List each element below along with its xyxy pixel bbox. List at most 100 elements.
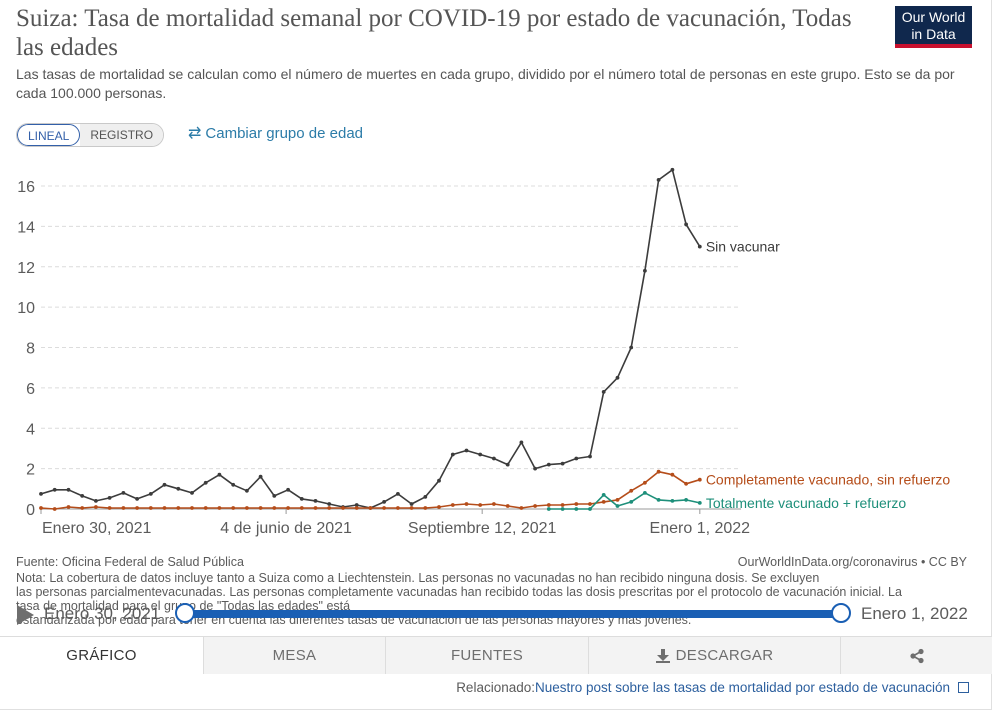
related-link-row: Relacionado: Nuestro post sobre las tasa… <box>456 680 969 695</box>
data-point <box>629 345 634 350</box>
play-icon[interactable] <box>17 605 34 625</box>
download-icon <box>655 648 670 663</box>
data-point <box>519 440 524 445</box>
external-link-icon[interactable] <box>958 682 969 693</box>
data-point <box>52 507 57 511</box>
y-tick-label: 16 <box>17 179 35 196</box>
data-point <box>697 477 702 482</box>
data-point <box>52 487 57 492</box>
data-point <box>450 503 455 507</box>
chart-subtitle: Las tasas de mortalidad se calculan como… <box>16 66 955 101</box>
data-point <box>574 502 579 506</box>
data-point <box>327 502 332 506</box>
data-point <box>519 506 524 510</box>
data-point <box>245 488 249 493</box>
data-point <box>354 506 359 510</box>
owid-logo[interactable]: Our World in Data <box>895 6 972 48</box>
data-point <box>533 504 537 508</box>
data-point <box>643 491 647 495</box>
timeline-start-handle[interactable] <box>175 603 195 623</box>
tab-share[interactable] <box>840 637 992 674</box>
y-tick-label: 10 <box>17 300 35 317</box>
y-axis: 0 2 4 6 8 10 12 14 16 <box>17 179 35 519</box>
source-text: Fuente: Oficina Federal de Salud Pública <box>16 555 244 569</box>
data-point <box>601 390 606 394</box>
data-point <box>135 506 140 510</box>
y-tick-label: 4 <box>26 421 35 438</box>
data-point <box>327 506 332 510</box>
data-point <box>684 481 688 486</box>
data-point <box>546 503 551 507</box>
x-tick-label: Septiembre 12, 2021 <box>408 520 557 537</box>
timeline-end-handle[interactable] <box>831 603 851 623</box>
data-point <box>409 506 414 510</box>
series-line <box>40 470 701 510</box>
data-point <box>656 498 661 502</box>
data-point <box>231 482 236 487</box>
data-point <box>135 497 140 501</box>
data-point <box>286 506 290 510</box>
data-point <box>588 502 592 506</box>
data-point <box>601 493 606 497</box>
data-point <box>176 506 181 510</box>
data-point <box>313 506 318 510</box>
data-point <box>478 503 483 507</box>
timeline-start-label: Enero 30, 2021 <box>44 604 161 623</box>
data-point <box>313 499 318 503</box>
series-label: Completamente vacunado, sin refuerzo <box>706 472 951 488</box>
data-point <box>94 499 98 503</box>
tab-download[interactable]: DESCARGAR <box>588 637 840 674</box>
tab-chart[interactable]: GRÁFICO <box>0 637 203 674</box>
change-age-group-button[interactable]: ⇄ Cambiar grupo de edad <box>188 124 363 144</box>
data-point <box>341 506 345 510</box>
data-point <box>601 500 606 504</box>
timeline-track[interactable] <box>185 610 841 618</box>
data-point <box>382 500 386 504</box>
data-point <box>697 501 702 505</box>
data-point <box>80 494 85 498</box>
related-post-link[interactable]: Nuestro post sobre las tasas de mortalid… <box>535 680 950 695</box>
data-point <box>437 478 441 483</box>
data-point <box>148 492 153 496</box>
data-point <box>492 502 496 506</box>
data-point <box>656 178 661 182</box>
data-point <box>66 505 71 509</box>
change-age-group-label: Cambiar grupo de edad <box>205 125 364 142</box>
data-point <box>409 502 414 506</box>
license-link[interactable]: OurWorldInData.org/coronavirus • CC BY <box>737 555 967 569</box>
data-point <box>272 494 277 498</box>
series-layer <box>39 167 702 511</box>
chart-title: Suiza: Tasa de mortalidad semanal por CO… <box>16 5 852 61</box>
scale-log-button[interactable]: REGISTRO <box>80 124 164 146</box>
data-point <box>670 499 675 503</box>
data-point <box>574 507 579 511</box>
data-point <box>656 469 661 474</box>
data-point <box>643 480 647 485</box>
data-point <box>505 462 510 467</box>
tab-sources[interactable]: FUENTES <box>385 637 588 674</box>
data-point <box>546 462 551 467</box>
timeline: Enero 30, 2021 Enero 1, 2022 <box>0 598 992 630</box>
series-label: Totalmente vacunado + refuerzo <box>706 495 907 511</box>
data-point <box>39 492 43 496</box>
data-point <box>629 488 634 493</box>
data-point <box>354 503 359 507</box>
tab-table[interactable]: MESA <box>203 637 385 674</box>
data-point <box>203 480 208 485</box>
timeline-end-label: Enero 1, 2022 <box>861 604 968 623</box>
tab-chart-label: GRÁFICO <box>66 647 137 664</box>
tab-bar: GRÁFICO MESA FUENTES DESCARGAR <box>0 636 992 674</box>
y-tick-label: 6 <box>26 381 35 398</box>
y-tick-label: 2 <box>26 462 35 479</box>
swap-arrows-icon: ⇄ <box>188 125 202 142</box>
data-point <box>272 506 277 510</box>
note-line: Nota: La cobertura de datos incluye tant… <box>16 571 820 585</box>
data-point <box>615 375 620 380</box>
note-line: las personas parcialmentevacunadas. Las … <box>16 585 902 599</box>
data-point <box>258 506 263 510</box>
data-point <box>574 456 579 461</box>
scale-linear-button[interactable]: LINEAL <box>17 124 81 146</box>
x-axis: Enero 30, 2021 4 de junio de 2021 Septiemb… <box>40 509 750 537</box>
data-point <box>203 506 208 510</box>
